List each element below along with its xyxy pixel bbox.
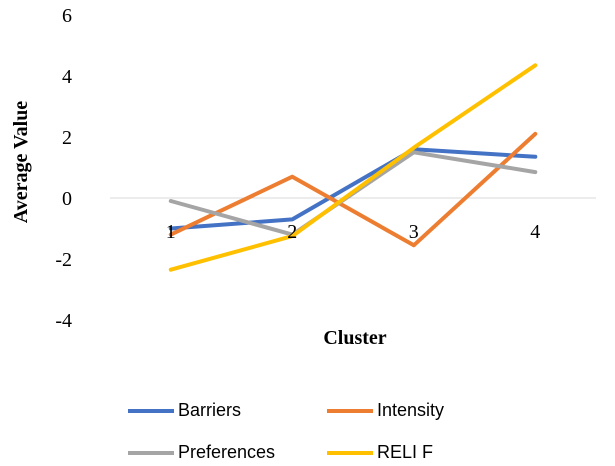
legend-label-intensity: Intensity bbox=[377, 400, 445, 420]
legend-item-preferences: Preferences bbox=[128, 442, 275, 463]
series-line-barriers bbox=[168, 147, 538, 231]
legend-item-barriers: Barriers bbox=[128, 400, 241, 421]
y-tick-label: -2 bbox=[55, 249, 72, 271]
legend-label-preferences: Preferences bbox=[178, 442, 276, 462]
legend-swatch-preferences bbox=[128, 450, 174, 455]
x-tick-label: 3 bbox=[409, 221, 419, 243]
legend-label-barriers: Barriers bbox=[178, 400, 242, 420]
x-axis-title: Cluster bbox=[323, 327, 386, 349]
y-tick-label: 6 bbox=[62, 5, 72, 27]
y-tick-label: 4 bbox=[62, 66, 72, 88]
line-chart: -4 -2 0 2 4 6 1 2 3 4 Average Value Cluster bbox=[10, 5, 596, 349]
y-tick-label: -4 bbox=[55, 310, 72, 332]
series-line-reli-f bbox=[168, 63, 538, 272]
y-tick-label: 0 bbox=[62, 188, 72, 210]
series-lines bbox=[168, 63, 538, 272]
x-axis-ticks: 1 2 3 4 bbox=[166, 221, 541, 243]
x-tick-label: 2 bbox=[287, 221, 297, 243]
legend-swatch-reli-f bbox=[327, 450, 373, 455]
y-axis-ticks: -4 -2 0 2 4 6 bbox=[55, 5, 72, 332]
x-tick-label: 1 bbox=[166, 221, 176, 243]
legend-swatch-intensity bbox=[327, 408, 373, 413]
legend-item-intensity: Intensity bbox=[327, 400, 444, 421]
legend-swatch-barriers bbox=[128, 408, 174, 413]
legend-label-reli-f: RELI F bbox=[377, 442, 434, 462]
series-line-intensity bbox=[168, 131, 538, 248]
y-tick-label: 2 bbox=[62, 127, 72, 149]
legend-item-reli-f: RELI F bbox=[327, 442, 433, 463]
y-axis-title: Average Value bbox=[10, 101, 32, 224]
x-tick-label: 4 bbox=[530, 221, 540, 243]
